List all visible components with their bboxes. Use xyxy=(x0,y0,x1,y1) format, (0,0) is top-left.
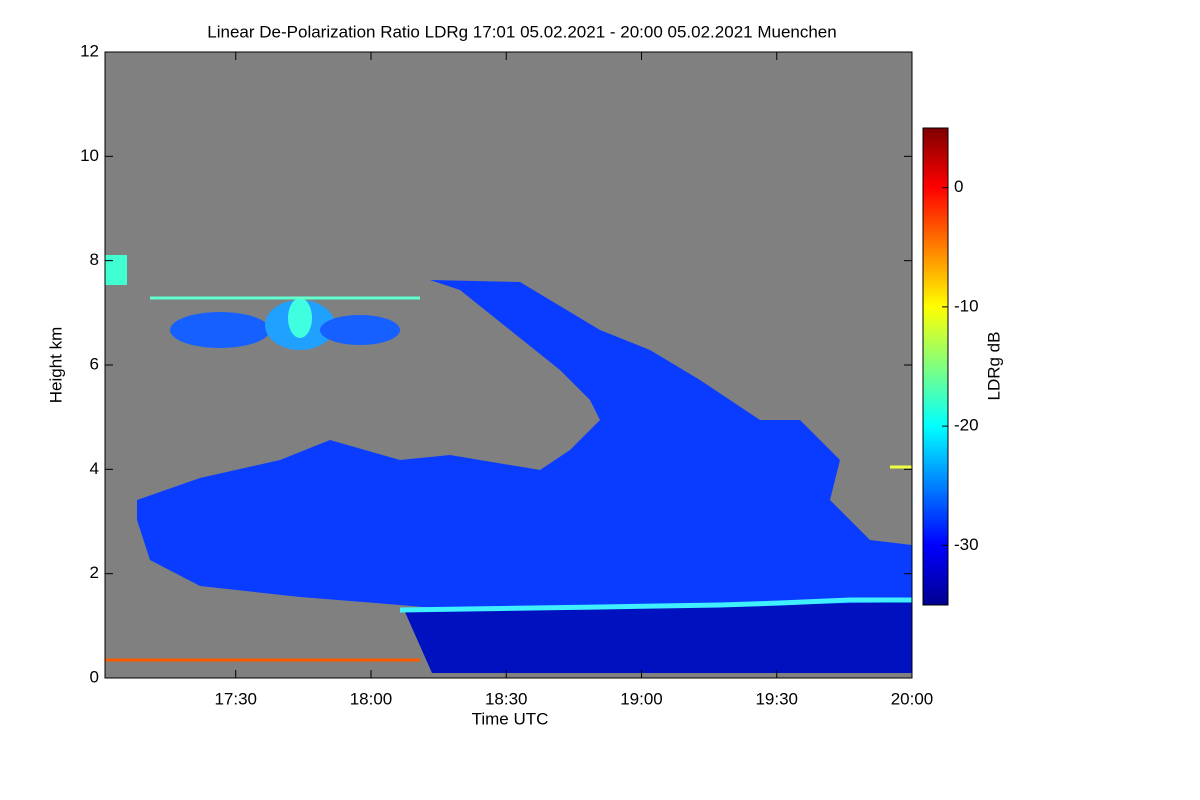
y-tick-label: 8 xyxy=(90,250,99,269)
x-tick-label: 18:30 xyxy=(485,689,528,708)
x-tick-label: 19:00 xyxy=(620,689,663,708)
y-tick-label: 6 xyxy=(90,354,99,373)
y-tick-label: 2 xyxy=(90,563,99,582)
x-axis-label: Time UTC xyxy=(472,709,549,728)
colorbar-tick-label: -10 xyxy=(954,296,979,315)
heatmap-image xyxy=(105,52,912,678)
x-tick-label: 17:30 xyxy=(214,689,257,708)
colorbar-label: LDRg dB xyxy=(984,332,1003,401)
y-tick-label: 10 xyxy=(80,146,99,165)
x-tick-label: 20:00 xyxy=(891,689,934,708)
y-tick-label: 0 xyxy=(90,667,99,686)
y-tick-label: 4 xyxy=(90,459,99,478)
colorbar-tick-label: 0 xyxy=(954,177,963,196)
y-axis-label: Height km xyxy=(46,327,65,404)
x-tick-label: 19:30 xyxy=(755,689,798,708)
colorbar xyxy=(922,127,949,606)
y-tick-label: 12 xyxy=(80,41,99,60)
colorbar-tick-label: -20 xyxy=(954,416,979,435)
chart-title: Linear De-Polarization Ratio LDRg 17:01 … xyxy=(207,22,836,41)
x-tick-label: 18:00 xyxy=(350,689,393,708)
colorbar-tick-label: -30 xyxy=(954,535,979,554)
